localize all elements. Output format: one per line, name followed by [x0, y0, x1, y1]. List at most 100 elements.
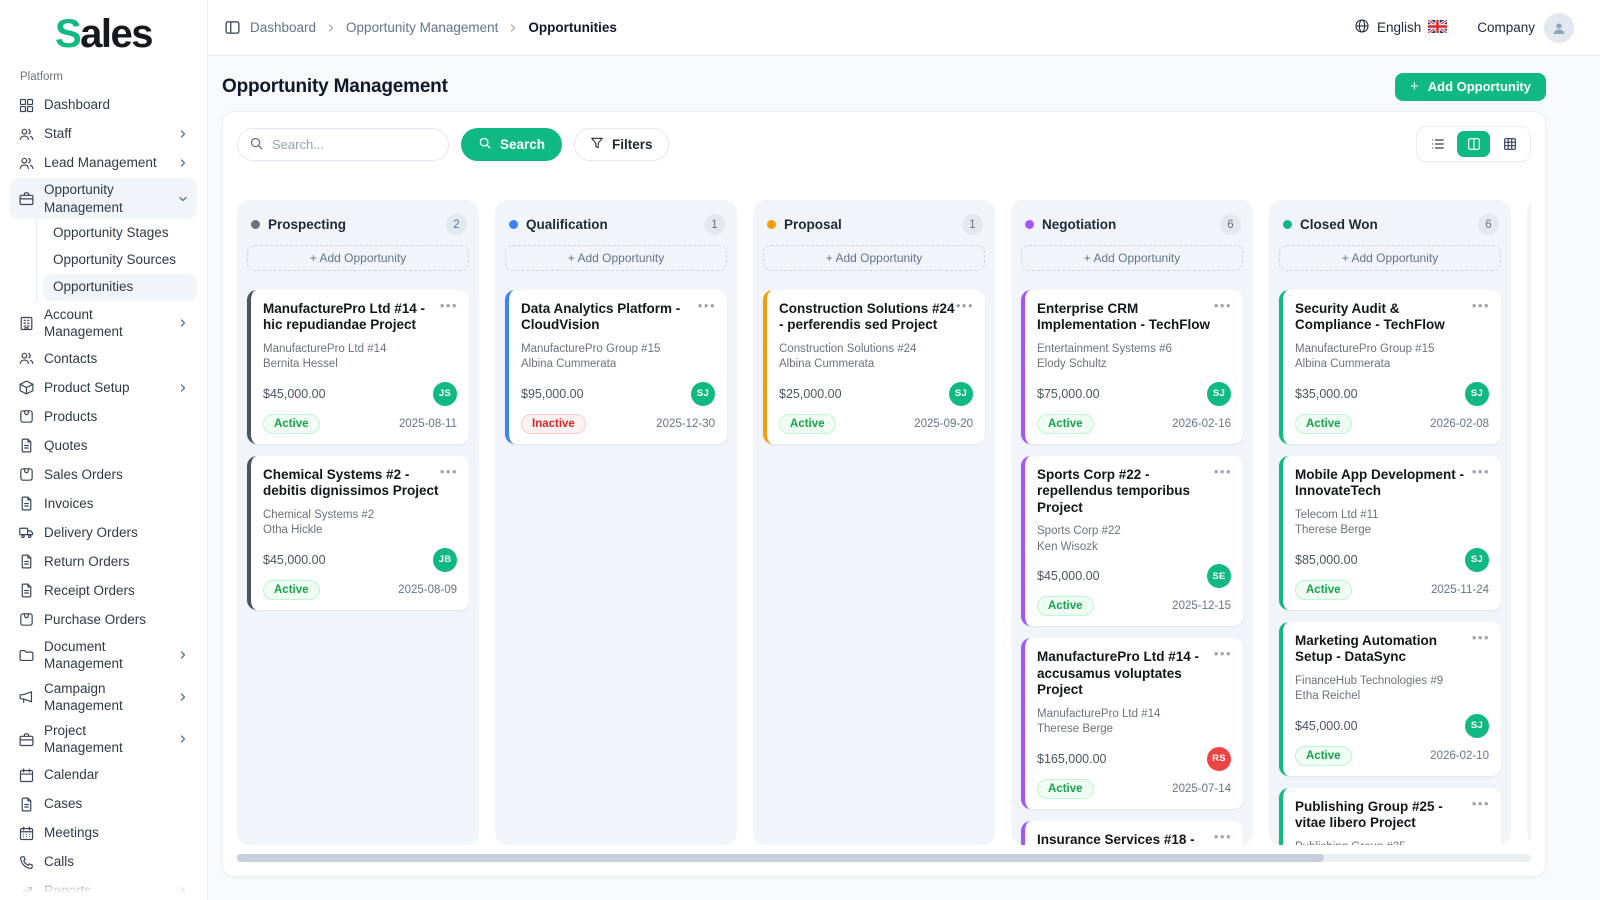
- sidebar-item-return-orders[interactable]: Return Orders: [10, 548, 197, 576]
- sidebar-item-label: Delivery Orders: [44, 524, 138, 540]
- filters-button[interactable]: Filters: [574, 127, 669, 161]
- sidebar-item-label: Staff: [44, 126, 72, 142]
- card-menu-button[interactable]: •••: [1213, 646, 1232, 662]
- sidebar-toggle-icon[interactable]: [224, 19, 241, 36]
- card-title: Insurance Services #18 - culpa eos Proje…: [1037, 831, 1195, 845]
- sidebar-item-project-management[interactable]: Project Management: [10, 719, 197, 760]
- breadcrumb-opportunity-management[interactable]: Opportunity Management: [346, 20, 499, 35]
- sidebar-item-opportunities[interactable]: Opportunities: [43, 274, 197, 301]
- card-menu-button[interactable]: •••: [1471, 298, 1490, 313]
- language-selector[interactable]: English: [1354, 18, 1449, 37]
- sidebar-item-meetings[interactable]: Meetings: [10, 819, 197, 847]
- language-label: English: [1376, 20, 1422, 35]
- sidebar-item-opportunity-sources[interactable]: Opportunity Sources: [43, 247, 197, 273]
- sidebar-item-products[interactable]: Products: [10, 403, 197, 431]
- opportunity-card[interactable]: ••• Insurance Services #18 - culpa eos P…: [1021, 820, 1243, 845]
- sidebar-item-receipt-orders[interactable]: Receipt Orders: [10, 577, 197, 605]
- column-add-opportunity-button[interactable]: + Add Opportunity: [505, 245, 727, 271]
- box-icon: [18, 466, 35, 483]
- sidebar-item-sales-orders[interactable]: Sales Orders: [10, 461, 197, 489]
- card-menu-button[interactable]: •••: [1471, 463, 1490, 479]
- card-title: Mobile App Development - InnovateTech: [1295, 466, 1465, 499]
- search-icon: [478, 136, 492, 153]
- column-color-dot: [251, 220, 260, 229]
- sidebar-sub-item-label: Opportunity Stages: [53, 225, 169, 241]
- column-add-opportunity-button[interactable]: + Add Opportunity: [1279, 245, 1501, 271]
- sidebar-item-account-management[interactable]: Account Management: [10, 303, 197, 344]
- opportunity-card[interactable]: ••• ManufacturePro Ltd #14 - hic repudia…: [247, 290, 469, 444]
- card-menu-button[interactable]: •••: [1213, 463, 1232, 479]
- breadcrumb-dashboard[interactable]: Dashboard: [250, 20, 317, 35]
- sidebar-item-opportunity-stages[interactable]: Opportunity Stages: [43, 220, 197, 246]
- opportunity-card[interactable]: ••• ManufacturePro Ltd #14 - accusamus v…: [1021, 638, 1243, 809]
- card-menu-button[interactable]: •••: [1213, 298, 1232, 313]
- column-title: Prospecting: [268, 217, 347, 232]
- opportunity-card[interactable]: ••• Security Audit & Compliance - TechFl…: [1279, 290, 1501, 444]
- card-menu-button[interactable]: •••: [439, 463, 458, 479]
- card-amount: $85,000.00: [1295, 552, 1358, 567]
- sidebar-item-product-setup[interactable]: Product Setup: [10, 374, 197, 402]
- opportunity-card[interactable]: ••• Construction Solutions #24 - perfere…: [763, 290, 985, 444]
- sidebar-item-contacts[interactable]: Contacts: [10, 345, 197, 373]
- search-button[interactable]: Search: [461, 127, 563, 161]
- sidebar-item-reports[interactable]: Reports: [10, 877, 197, 900]
- add-opportunity-button[interactable]: + Add Opportunity: [1394, 72, 1546, 101]
- user-avatar[interactable]: [1544, 12, 1574, 43]
- sidebar-item-calls[interactable]: Calls: [10, 848, 197, 876]
- card-owner-avatar: SJ: [691, 381, 715, 406]
- card-menu-button[interactable]: •••: [439, 298, 458, 313]
- kanban-view-button[interactable]: [1457, 131, 1490, 157]
- card-menu-button[interactable]: •••: [697, 298, 716, 313]
- sidebar-item-purchase-orders[interactable]: Purchase Orders: [10, 606, 197, 634]
- opportunity-card[interactable]: ••• Mobile App Development - InnovateTec…: [1279, 455, 1501, 610]
- horizontal-scrollbar[interactable]: [237, 854, 1531, 862]
- chevron-down-icon: [175, 193, 189, 205]
- card-close-date: 2025-08-11: [399, 417, 457, 430]
- sidebar-item-delivery-orders[interactable]: Delivery Orders: [10, 519, 197, 547]
- sidebar-item-calendar[interactable]: Calendar: [10, 761, 197, 789]
- search-input[interactable]: [237, 127, 449, 161]
- card-menu-button[interactable]: •••: [1213, 828, 1232, 844]
- sidebar-item-document-management[interactable]: Document Management: [10, 635, 197, 676]
- card-company: Entertainment Systems #6: [1037, 342, 1172, 355]
- card-menu-button[interactable]: •••: [1471, 795, 1490, 811]
- grid-view-button[interactable]: [1493, 131, 1526, 157]
- card-close-date: 2025-12-15: [1172, 600, 1231, 613]
- breadcrumb: Dashboard Opportunity Management Opportu…: [224, 19, 617, 36]
- sidebar-item-label: Account Management: [44, 306, 123, 340]
- sidebar-item-label: Meetings: [44, 825, 99, 841]
- company-menu[interactable]: Company: [1477, 12, 1574, 43]
- chevron-right-icon: [175, 733, 189, 745]
- opportunity-card[interactable]: ••• Publishing Group #25 - vitae libero …: [1279, 787, 1501, 845]
- scrollbar-thumb[interactable]: [237, 854, 1324, 862]
- sidebar-item-campaign-management[interactable]: Campaign Management: [10, 677, 197, 718]
- opportunity-card[interactable]: ••• Marketing Automation Setup - DataSyn…: [1279, 621, 1501, 776]
- card-menu-button[interactable]: •••: [1471, 629, 1490, 645]
- card-menu-button[interactable]: •••: [955, 298, 974, 313]
- sidebar-item-cases[interactable]: Cases: [10, 790, 197, 818]
- opportunity-card[interactable]: ••• Sports Corp #22 - repellendus tempor…: [1021, 455, 1243, 627]
- opportunity-card[interactable]: ••• Data Analytics Platform - CloudVisio…: [505, 290, 727, 444]
- opportunity-card[interactable]: ••• Chemical Systems #2 - debitis dignis…: [247, 455, 469, 610]
- card-amount: $25,000.00: [779, 386, 842, 401]
- card-owner-avatar: SJ: [1465, 547, 1489, 572]
- opportunity-card[interactable]: ••• Enterprise CRM Implementation - Tech…: [1021, 290, 1243, 444]
- sidebar-item-quotes[interactable]: Quotes: [10, 432, 197, 460]
- list-view-button[interactable]: [1421, 131, 1454, 157]
- column-add-opportunity-button[interactable]: + Add Opportunity: [1021, 245, 1243, 271]
- column-add-opportunity-button[interactable]: + Add Opportunity: [247, 245, 469, 271]
- sidebar-item-label: Lead Management: [44, 155, 157, 171]
- card-owner-avatar: RS: [1207, 746, 1231, 771]
- chevron-right-icon: [175, 157, 189, 169]
- card-title: Construction Solutions #24 - perferendis…: [779, 301, 955, 333]
- column-add-opportunity-button[interactable]: + Add Opportunity: [763, 245, 985, 271]
- card-contact: Elody Schultz: [1037, 358, 1107, 371]
- sidebar-item-staff[interactable]: Staff: [10, 120, 197, 148]
- sidebar-item-opportunity-management[interactable]: Opportunity Management: [10, 178, 197, 220]
- column-count-badge: 1: [704, 214, 725, 235]
- card-company: ManufacturePro Ltd #14: [1037, 707, 1161, 720]
- chevron-right-icon: [175, 317, 189, 329]
- sidebar-item-invoices[interactable]: Invoices: [10, 490, 197, 518]
- sidebar-item-dashboard[interactable]: Dashboard: [10, 91, 197, 119]
- sidebar-item-lead-management[interactable]: Lead Management: [10, 149, 197, 177]
